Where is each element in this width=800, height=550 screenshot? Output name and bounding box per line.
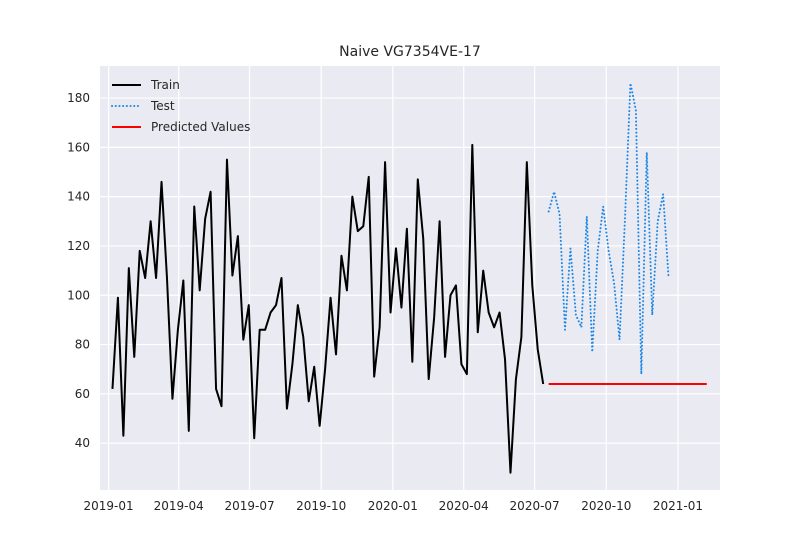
x-tick-label: 2019-01 [83, 499, 133, 513]
legend-label: Test [150, 99, 175, 113]
x-tick-label: 2019-10 [296, 499, 346, 513]
y-tick-label: 180 [67, 91, 90, 105]
y-tick-label: 40 [75, 436, 90, 450]
chart-title: Naive VG7354VE-17 [339, 44, 481, 60]
legend-label: Train [150, 78, 180, 92]
series-layer [111, 82, 707, 474]
x-tick-label: 2020-10 [581, 499, 631, 513]
y-tick-label: 120 [67, 239, 90, 253]
grid-lines [100, 66, 720, 490]
plot-area [100, 66, 720, 490]
x-tick-label: 2020-07 [510, 499, 560, 513]
y-tick-label: 160 [67, 140, 90, 154]
legend: Train Test Predicted Values [111, 78, 250, 134]
x-tick-label: 2021-01 [653, 499, 703, 513]
y-tick-label: 140 [67, 190, 90, 204]
legend-label: Predicted Values [151, 120, 250, 134]
series-line-train [111, 143, 545, 474]
y-tick-label: 100 [67, 288, 90, 302]
x-tick-label: 2020-01 [368, 499, 418, 513]
x-tick-label: 2019-07 [224, 499, 274, 513]
series-line-test [547, 82, 670, 376]
x-tick-label: 2019-04 [154, 499, 204, 513]
x-tick-label: 2020-04 [439, 499, 489, 513]
axis-ticks: 2019-01 2019-04 2019-07 2019-10 2020-01 2020-… [67, 91, 703, 513]
y-tick-label: 60 [75, 387, 90, 401]
y-tick-label: 80 [75, 338, 90, 352]
